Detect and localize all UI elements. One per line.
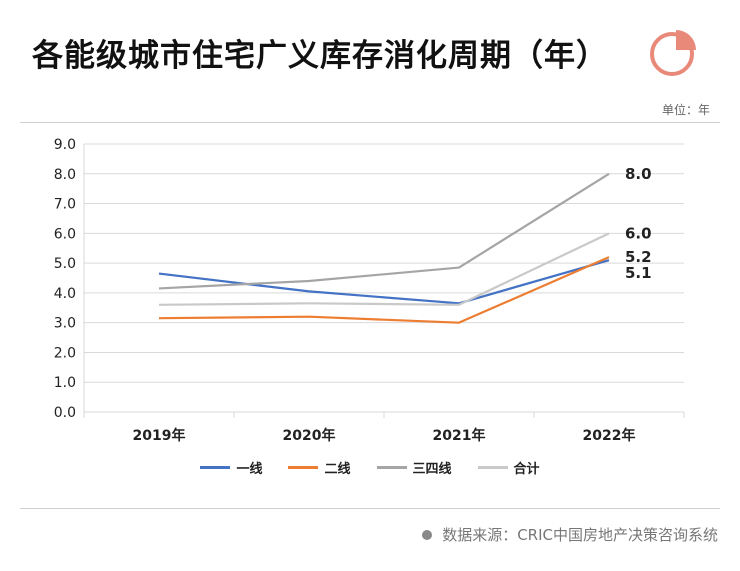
legend-label: 一线: [236, 462, 263, 477]
bottom-divider: [20, 508, 720, 509]
legend-label: 二线: [324, 462, 351, 477]
x-tick-label: 2022年: [583, 427, 636, 444]
data-label: 5.2: [625, 248, 652, 266]
y-tick-label: 2.0: [54, 345, 76, 361]
legend-item: 一线: [200, 458, 262, 477]
unit-label: 单位：年: [661, 103, 710, 117]
y-tick-label: 3.0: [54, 316, 76, 332]
top-divider: [20, 122, 720, 123]
chart-title: 各能级城市住宅广义库存消化周期（年）: [32, 38, 608, 74]
legend-item: 合计: [477, 458, 540, 477]
y-tick-label: 0.0: [54, 405, 76, 421]
series-line-二线: [158, 256, 610, 324]
legend-item: 二线: [288, 458, 351, 477]
series-line-三四线: [158, 172, 610, 290]
pie-chart-icon: [650, 30, 696, 76]
source-note: 数据来源：CRIC中国房地产决策咨询系统: [422, 524, 718, 545]
y-tick-label: 9.0: [54, 137, 76, 153]
line-chart: 0.0 1.0 2.0 3.0 4.0 5.0 6.0 7.0 8.0 9.0 2019年 2020年…: [54, 137, 685, 444]
data-label: 5.1: [625, 264, 652, 282]
x-tick-label: 2020年: [283, 427, 336, 444]
x-tick-label: 2021年: [433, 427, 486, 444]
legend-swatch: [200, 466, 231, 469]
y-tick-label: 7.0: [54, 197, 76, 213]
legend-label: 合计: [513, 462, 540, 477]
legend-label: 三四线: [412, 462, 452, 477]
data-label: 6.0: [625, 224, 652, 242]
data-label: 8.0: [625, 165, 652, 183]
chart-legend: 一线 二线 三四线 合计: [0, 458, 740, 477]
legend-item: 三四线: [376, 458, 452, 477]
legend-swatch: [288, 466, 319, 469]
y-tick-label: 4.0: [54, 286, 76, 302]
legend-swatch: [477, 466, 508, 469]
series-line-一线: [158, 259, 610, 305]
y-tick-label: 8.0: [54, 167, 76, 183]
legend-swatch: [376, 466, 407, 469]
y-tick-label: 6.0: [54, 226, 76, 242]
y-tick-label: 1.0: [54, 375, 76, 391]
y-tick-label: 5.0: [54, 256, 76, 272]
x-tick-label: 2019年: [133, 427, 186, 444]
source-text: 数据来源：CRIC中国房地产决策咨询系统: [442, 526, 718, 544]
series-line-合计: [158, 232, 610, 306]
bullet-dot-icon: [422, 529, 433, 540]
